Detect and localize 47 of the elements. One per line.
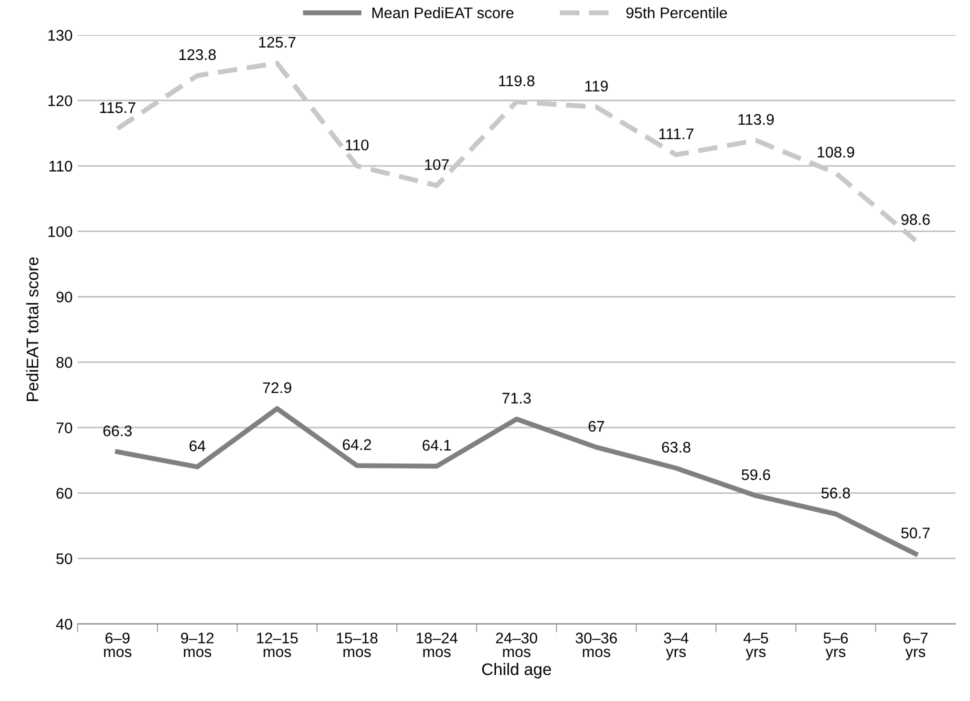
data-label: 119.8 xyxy=(499,75,534,86)
legend-label: Mean PediEAT score xyxy=(372,7,514,18)
data-label: 108.9 xyxy=(818,146,854,158)
y-tick-label: 90 xyxy=(56,292,72,302)
data-label: 64.1 xyxy=(422,440,451,451)
x-tick-label: 9–12 mos xyxy=(181,632,214,658)
x-tick-label: 15–18 mos xyxy=(336,632,378,658)
data-label: 59.6 xyxy=(742,469,770,480)
data-label: 119 xyxy=(585,80,608,92)
x-tick-label: 6–9 mos xyxy=(104,632,132,658)
x-tick-label: 3–4 yrs xyxy=(664,632,688,660)
data-label: 125.7 xyxy=(259,36,296,48)
data-label: 64.2 xyxy=(342,439,372,450)
data-label: 66.3 xyxy=(103,425,132,436)
data-label: 71.3 xyxy=(502,392,531,404)
x-tick-label: 5–6 yrs xyxy=(824,632,848,660)
x-tick-label: 30–36 mos xyxy=(576,632,617,658)
y-tick-label: 80 xyxy=(56,357,72,368)
data-label: 67 xyxy=(588,420,604,432)
data-label: 56.8 xyxy=(821,488,850,498)
data-label: 113.9 xyxy=(738,114,774,125)
x-tick-label: 18–24 mos xyxy=(416,632,458,658)
y-tick-label: 130 xyxy=(48,30,72,41)
y-tick-label: 110 xyxy=(50,160,72,172)
data-label: 107 xyxy=(425,159,449,170)
data-label: 111.7 xyxy=(659,128,694,140)
y-tick-label: 50 xyxy=(56,553,72,564)
y-axis-title: PediEAT total score xyxy=(26,257,38,401)
y-tick-label: 60 xyxy=(56,488,72,499)
data-label: 50.7 xyxy=(901,528,930,538)
x-axis-title: Child age xyxy=(482,662,551,678)
x-tick-label: 4–5 yrs xyxy=(744,632,768,660)
y-tick-label: 40 xyxy=(56,618,72,630)
y-tick-label: 70 xyxy=(56,422,72,434)
data-label: 72.9 xyxy=(263,382,292,394)
y-tick-label: 120 xyxy=(48,95,72,106)
data-label: 98.6 xyxy=(901,214,930,225)
x-tick-label: 24–30 mos xyxy=(496,632,538,658)
legend-label: 95th Percentile xyxy=(626,7,727,18)
x-tick-label: 6–7 yrs xyxy=(904,632,928,660)
y-tick-label: 100 xyxy=(48,226,72,238)
x-tick-label: 12–15 mos xyxy=(257,632,298,658)
data-label: 110 xyxy=(346,140,368,150)
data-label: 64 xyxy=(190,440,206,452)
data-label: 63.8 xyxy=(662,442,690,453)
data-label: 123.8 xyxy=(179,49,216,60)
data-label: 115.7 xyxy=(100,102,136,114)
